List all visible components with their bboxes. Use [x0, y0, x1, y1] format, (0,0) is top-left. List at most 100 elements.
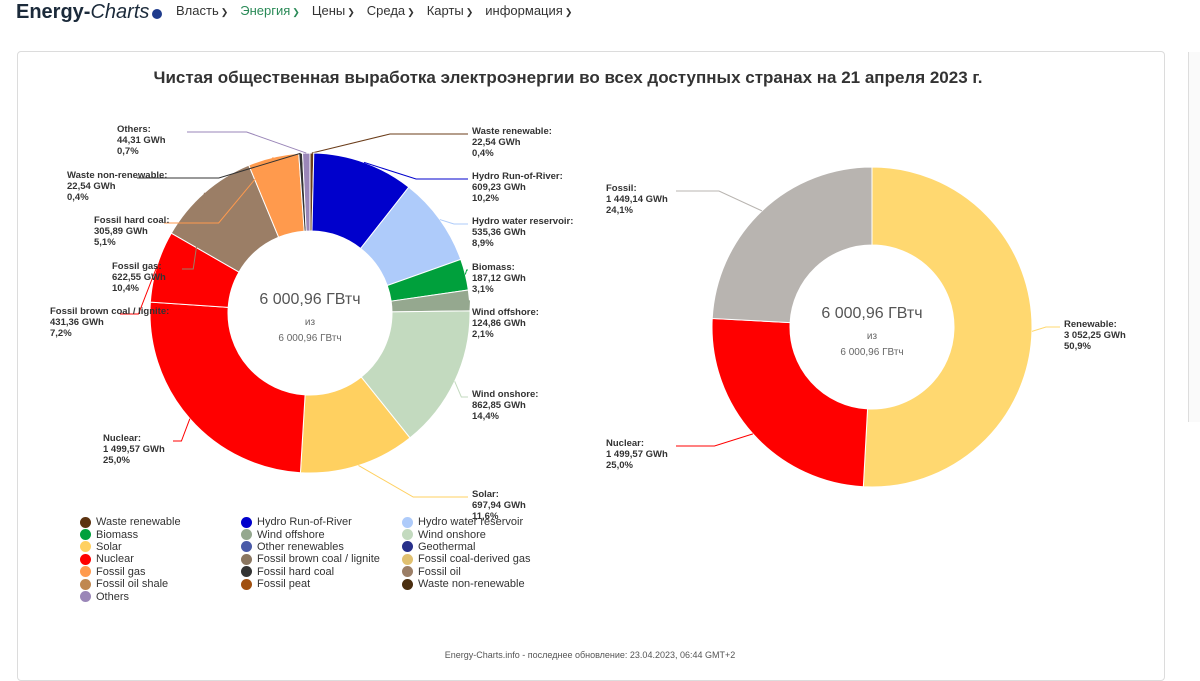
- legend-item-geothermal[interactable]: Geothermal: [402, 541, 563, 553]
- data-label-waste-non-renewable: Waste non-renewable: 22,54 GWh 0,4%: [67, 170, 167, 203]
- chart-legend: Waste renewable Hydro Run-of-River Hydro w…: [80, 516, 563, 603]
- center-total: 6 000,96 ГВтч: [259, 291, 360, 308]
- label-connector: [676, 433, 754, 447]
- nav-item-prices[interactable]: Цены ❯: [311, 3, 355, 18]
- chevron-down-icon: ❯: [407, 7, 415, 17]
- legend-swatch-icon: [80, 591, 91, 603]
- brand-logo[interactable]: Energy-Charts: [16, 1, 163, 24]
- chart-title: Чистая общественная выработка электроэне…: [153, 68, 983, 87]
- legend-label: Hydro water reservoir: [418, 516, 524, 529]
- label-connector: [164, 156, 274, 224]
- data-label-others: Others: 44,31 GWh 0,7%: [117, 124, 166, 157]
- data-label-fossil: Fossil: 1 449,14 GWh 24,1%: [606, 183, 668, 216]
- legend-swatch-icon: [402, 529, 413, 541]
- side-panel-edge: [1188, 52, 1200, 422]
- legend-label: Others: [96, 590, 130, 603]
- legend-label: Wind offshore: [257, 528, 325, 541]
- nav-item-info[interactable]: информация ❯: [485, 3, 573, 18]
- legend-label: Wind onshore: [418, 528, 486, 541]
- data-label-renewable: Renewable: 3 052,25 GWh 50,9%: [1064, 319, 1126, 352]
- label-connector: [363, 161, 468, 180]
- legend-item-waste-non-renewable[interactable]: Waste non-renewable: [402, 578, 563, 590]
- label-connector: [454, 381, 468, 398]
- label-connector: [1031, 326, 1060, 332]
- data-label-nuclear: Nuclear: 1 499,57 GWh 25,0%: [606, 438, 668, 471]
- nav-item-power[interactable]: Власть ❯: [176, 3, 229, 18]
- legend-label: Other renewables: [257, 540, 344, 553]
- legend-item-hydro-run-of-river[interactable]: Hydro Run-of-River: [241, 516, 402, 528]
- legend-label: Fossil gas: [96, 565, 146, 578]
- center-of-word: из: [305, 317, 316, 328]
- legend-swatch-icon: [241, 553, 252, 565]
- last-updated-footer: Energy-Charts.info - последнее обновлени…: [444, 650, 736, 660]
- legend-swatch-icon: [80, 541, 91, 553]
- legend-swatch-icon: [241, 566, 252, 578]
- main-nav: Власть ❯ Энергия ❯ Цены ❯ Среда ❯ Карты ❯ инф…: [176, 3, 572, 18]
- data-label-hydro-run-of-river: Hydro Run-of-River: 609,23 GWh 10,2%: [472, 171, 563, 204]
- label-connector: [182, 192, 205, 270]
- label-connector: [439, 219, 468, 225]
- legend-item-fossil-brown-coal-lignite[interactable]: Fossil brown coal / lignite: [241, 553, 402, 565]
- legend-label: Fossil peat: [257, 578, 311, 591]
- legend-item-nuclear[interactable]: Nuclear: [80, 553, 241, 565]
- legend-swatch-icon: [402, 541, 413, 553]
- legend-item-biomass[interactable]: Biomass: [80, 528, 241, 541]
- chevron-down-icon: ❯: [220, 7, 229, 17]
- legend-label: Hydro Run-of-River: [257, 516, 352, 529]
- legend-item-waste-renewable[interactable]: Waste renewable: [80, 516, 241, 528]
- legend-label: Fossil oil: [418, 565, 461, 578]
- legend-swatch-icon: [241, 516, 252, 528]
- legend-item-fossil-hard-coal[interactable]: Fossil hard coal: [241, 566, 402, 578]
- nav-item-energy[interactable]: Энергия ❯: [240, 3, 300, 18]
- data-label-biomass: Biomass: 187,12 GWh 3,1%: [472, 262, 526, 295]
- legend-item-others[interactable]: Others: [80, 590, 241, 603]
- data-label-fossil-brown-coal-lignite: Fossil brown coal / lignite: 431,36 GWh 7,…: [50, 306, 169, 339]
- legend-item-fossil-coal-derived-gas[interactable]: Fossil coal-derived gas: [402, 553, 563, 565]
- legend-item-other-renewables[interactable]: Other renewables: [241, 541, 402, 553]
- data-label-nuclear: Nuclear: 1 499,57 GWh 25,0%: [103, 433, 165, 466]
- legend-label: Geothermal: [418, 540, 476, 553]
- legend-label: Fossil hard coal: [257, 565, 335, 578]
- legend-item-fossil-peat[interactable]: Fossil peat: [241, 578, 402, 590]
- legend-item-fossil-gas[interactable]: Fossil gas: [80, 566, 241, 578]
- label-connector: [676, 190, 763, 212]
- nav-item-maps[interactable]: Карты ❯: [426, 3, 474, 18]
- label-connector: [311, 133, 468, 154]
- pie-slice-nuclear[interactable]: [711, 317, 869, 488]
- legend-item-wind-offshore[interactable]: Wind offshore: [241, 528, 402, 541]
- nav-item-environment[interactable]: Среда ❯: [366, 3, 415, 18]
- pie-slice-nuclear[interactable]: [149, 301, 306, 474]
- legend-swatch-icon: [241, 541, 252, 553]
- center-of-total: 6 000,96 ГВтч: [840, 347, 903, 358]
- pie-slice-renewable[interactable]: [862, 166, 1033, 488]
- legend-item-hydro-water-reservoir[interactable]: Hydro water reservoir: [402, 516, 563, 528]
- label-connector: [187, 131, 307, 154]
- legend-item-fossil-oil[interactable]: Fossil oil: [402, 566, 563, 578]
- legend-item-wind-onshore[interactable]: Wind onshore: [402, 528, 563, 541]
- label-connector: [464, 269, 468, 275]
- center-total: 6 000,96 ГВтч: [821, 305, 922, 322]
- legend-swatch-icon: [402, 566, 413, 578]
- legend-label: Solar: [96, 540, 122, 553]
- legend-item-fossil-oil-shale[interactable]: Fossil oil shale: [80, 578, 241, 590]
- legend-label: Waste non-renewable: [418, 578, 525, 591]
- legend-swatch-icon: [402, 578, 413, 590]
- legend-swatch-icon: [80, 578, 91, 590]
- legend-swatch-icon: [402, 553, 413, 565]
- center-of-total: 6 000,96 ГВтч: [278, 333, 341, 344]
- legend-swatch-icon: [80, 516, 91, 528]
- legend-label: Fossil brown coal / lignite: [257, 553, 380, 566]
- legend-item-solar[interactable]: Solar: [80, 541, 241, 553]
- chevron-down-icon: ❯: [347, 7, 355, 17]
- chevron-down-icon: ❯: [465, 7, 474, 17]
- data-label-waste-renewable: Waste renewable: 22,54 GWh 0,4%: [472, 126, 552, 159]
- label-connector: [358, 465, 468, 498]
- legend-swatch-icon: [80, 553, 91, 565]
- legend-label: Fossil oil shale: [96, 578, 169, 591]
- label-connector: [137, 152, 301, 179]
- legend-swatch-icon: [80, 529, 91, 541]
- chevron-down-icon: ❯: [292, 7, 300, 17]
- pie-slice-fossil[interactable]: [711, 166, 873, 324]
- chevron-down-icon: ❯: [564, 7, 573, 17]
